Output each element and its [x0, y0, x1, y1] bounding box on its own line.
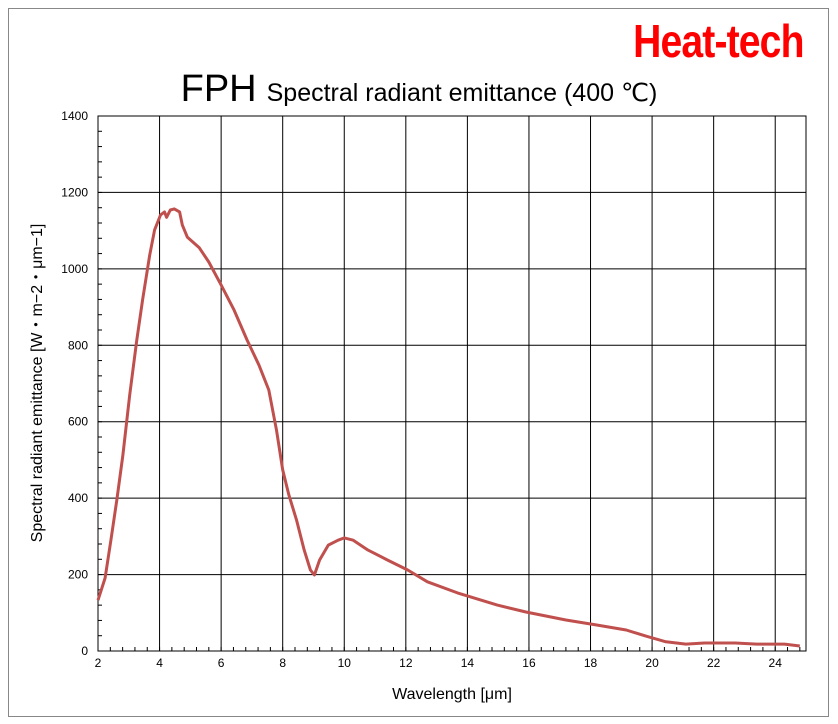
x-tick-label: 18 [584, 656, 598, 670]
chart-frame [8, 8, 829, 717]
y-tick-label: 1000 [61, 262, 88, 276]
plot-area-border [97, 115, 807, 652]
chart-title: FPH Spectral radiant emittance (400 ℃) [0, 68, 838, 111]
x-tick-label: 22 [707, 656, 721, 670]
x-tick-label: 4 [156, 656, 163, 670]
x-tick-label: 2 [95, 656, 102, 670]
brand-logo: Heat-tech [633, 15, 804, 67]
x-tick-label: 14 [461, 656, 475, 670]
chart-title-model: FPH [180, 68, 257, 110]
x-tick-label: 12 [399, 656, 413, 670]
x-tick-label: 6 [218, 656, 225, 670]
chart-title-text: Spectral radiant emittance (400 ℃) [266, 79, 658, 107]
y-tick-label: 400 [68, 491, 88, 505]
y-tick-label: 800 [68, 338, 88, 352]
x-tick-label: 20 [645, 656, 659, 670]
x-tick-label: 8 [279, 656, 286, 670]
y-tick-label: 200 [68, 568, 88, 582]
series-line [96, 207, 800, 648]
y-tick-label: 1400 [61, 109, 88, 123]
x-tick-label: 10 [338, 656, 352, 670]
x-tick-label: 16 [522, 656, 536, 670]
y-tick-label: 600 [68, 415, 88, 429]
y-tick-label: 1200 [61, 185, 88, 199]
x-tick-label: 24 [769, 656, 783, 670]
y-axis-label: Spectral radiant emittance [W・m−2・μm−1] [29, 224, 46, 543]
y-tick-label: 0 [81, 644, 88, 658]
x-axis-label: Wavelength [μm] [392, 686, 512, 703]
